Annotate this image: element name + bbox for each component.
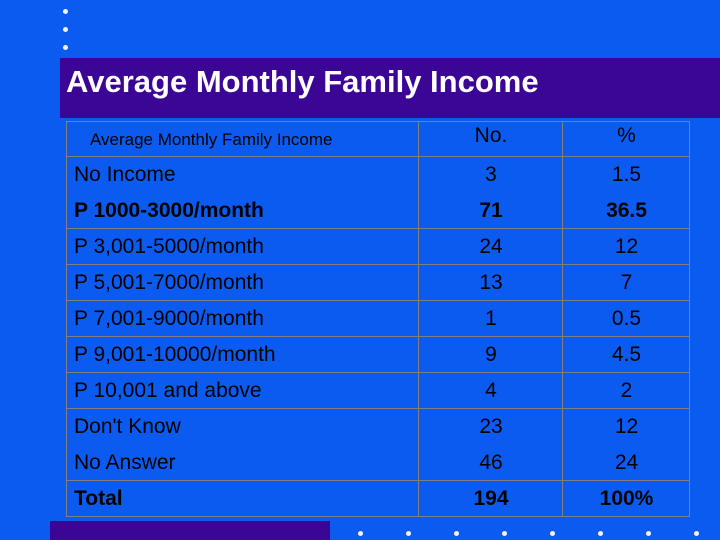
row-label: P 7,001-9000/month [74, 307, 264, 330]
bullet-dot-icon [406, 531, 411, 536]
row-count: 71 [479, 199, 503, 222]
income-table [66, 121, 690, 517]
row-percent: 7 [620, 271, 633, 294]
row-divider [66, 480, 690, 481]
header-divider [66, 156, 690, 157]
row-label: P 10,001 and above [74, 379, 262, 402]
row-count: 24 [479, 235, 503, 258]
row-label: Don't Know [74, 415, 181, 438]
bullet-dot-icon [63, 9, 68, 14]
row-divider [66, 264, 690, 265]
row-count: 13 [479, 271, 503, 294]
bullet-dot-icon [454, 531, 459, 536]
row-label: P 3,001-5000/month [74, 235, 264, 258]
bullet-dot-icon [63, 45, 68, 50]
row-count: 1 [485, 307, 497, 330]
column-header-percent: % [617, 124, 636, 147]
row-label: P 1000-3000/month [74, 199, 264, 222]
row-divider [66, 336, 690, 337]
row-count: 23 [479, 415, 503, 438]
row-count: 3 [485, 163, 497, 186]
bullet-dot-icon [502, 531, 507, 536]
column-header-no: No. [474, 124, 508, 147]
column-header-income: Average Monthly Family Income [90, 130, 333, 149]
row-count: 9 [485, 343, 497, 366]
row-count: 46 [479, 451, 503, 474]
bullet-dot-icon [646, 531, 651, 536]
row-label: No Answer [74, 451, 176, 474]
row-percent: 12 [614, 235, 639, 258]
row-percent: 36.5 [606, 199, 647, 222]
row-divider [66, 408, 690, 409]
column-divider [562, 121, 563, 517]
bullet-dot-icon [694, 531, 699, 536]
row-percent: 2 [620, 379, 633, 402]
bullet-dot-icon [550, 531, 555, 536]
row-label: P 5,001-7000/month [74, 271, 264, 294]
total-count: 194 [473, 487, 509, 510]
row-label: No Income [74, 163, 176, 186]
row-divider [66, 372, 690, 373]
footer-band [50, 521, 330, 540]
row-percent: 24 [614, 451, 639, 474]
row-label: P 9,001-10000/month [74, 343, 276, 366]
slide-title: Average Monthly Family Income [66, 64, 539, 99]
row-divider [66, 300, 690, 301]
bullet-dot-icon [598, 531, 603, 536]
row-percent: 12 [614, 415, 639, 438]
row-percent: 4.5 [611, 343, 642, 366]
row-percent: 1.5 [611, 163, 642, 186]
bullet-dot-icon [63, 27, 68, 32]
row-count: 4 [485, 379, 497, 402]
row-percent: 0.5 [611, 307, 642, 330]
title-band [60, 58, 720, 118]
row-divider [66, 228, 690, 229]
bullet-dot-icon [358, 531, 363, 536]
column-divider [418, 121, 419, 517]
total-label: Total [74, 487, 123, 510]
total-percent: 100% [599, 487, 654, 510]
